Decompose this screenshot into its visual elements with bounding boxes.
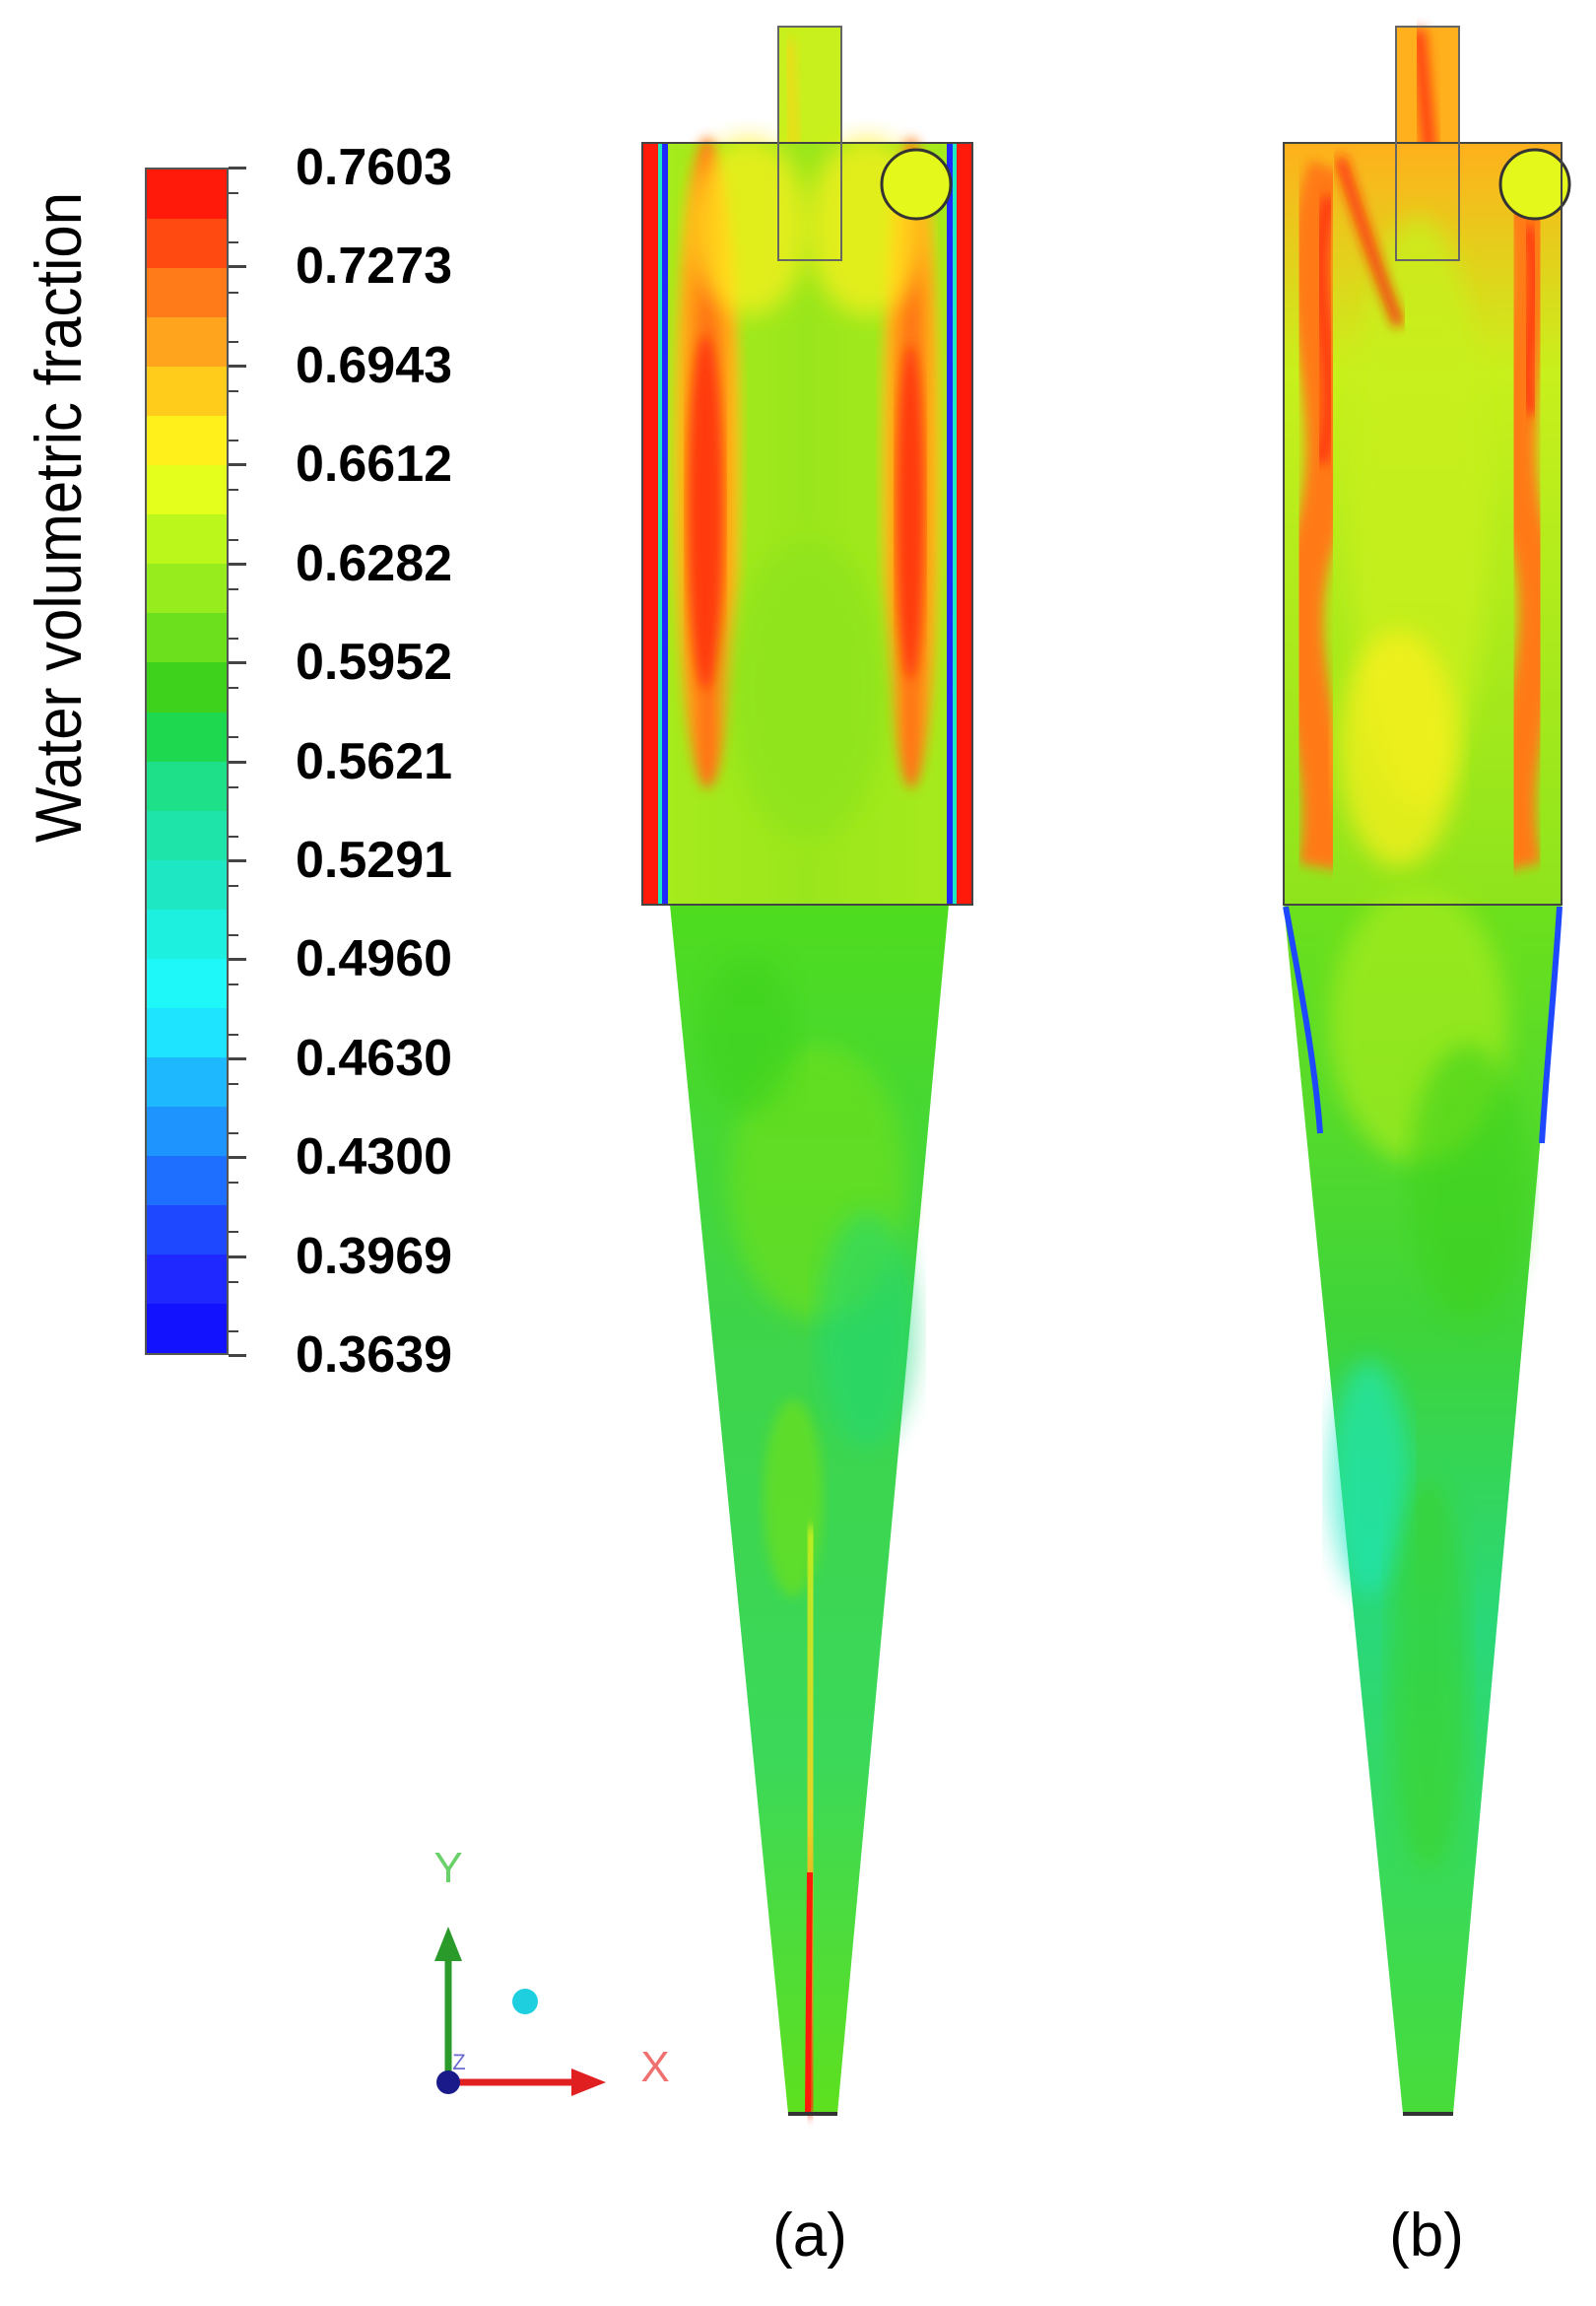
caption-b: (b) [1389,2202,1464,2270]
color-band [147,465,227,515]
z-axis-label: Z [452,2050,465,2074]
color-band [147,1106,227,1156]
scale-minor-tick [229,785,238,788]
scale-tick-label: 0.6943 [296,336,453,394]
color-scale-bar [145,168,229,1355]
color-band [147,416,227,466]
scale-tick-label: 0.5291 [296,831,453,889]
scale-minor-tick [229,389,238,392]
color-band [147,564,227,614]
color-band [147,514,227,565]
scale-minor-tick [229,835,238,838]
z-axis-origin [436,2070,460,2094]
color-band [147,712,227,762]
color-band [147,958,227,1008]
scale-minor-tick [229,340,238,343]
color-band [147,219,227,269]
scale-minor-tick [229,489,238,492]
y-axis-label: Y [433,1844,462,1892]
scale-minor-tick [229,1182,238,1185]
color-band [147,367,227,417]
scale-tick [229,167,246,170]
scale-tick [229,1156,246,1160]
scale-tick [229,1255,246,1258]
scale-tick-label: 0.6282 [296,534,453,592]
panel-b-inlet [1498,148,1571,221]
scale-minor-tick [229,983,238,986]
caption-a: (a) [772,2202,847,2270]
color-band [147,810,227,860]
scale-tick-label: 0.5952 [296,634,453,692]
scale-minor-tick [229,291,238,294]
scale-minor-tick [229,1231,238,1234]
scale-minor-tick [229,1132,238,1135]
scale-tick [229,463,246,467]
x-axis-label: X [640,2043,669,2091]
scale-tick [229,562,246,566]
color-band [147,268,227,318]
scale-tick [229,364,246,368]
panel-a-inlet [880,148,953,221]
scale-tick-label: 0.7603 [296,139,453,196]
color-band [147,761,227,811]
scale-minor-tick [229,587,238,590]
scale-tick-label: 0.4630 [296,1029,453,1087]
scale-tick-label: 0.4960 [296,930,453,988]
panel-b-contour [1280,26,1571,2116]
scale-minor-tick [229,241,238,244]
scale-tick-label: 0.3639 [296,1326,453,1384]
scale-minor-tick [229,192,238,195]
view-center-marker [512,1989,538,2014]
color-band [147,1056,227,1107]
scale-tick [229,661,246,665]
color-band [147,1204,227,1255]
scale-minor-tick [229,440,238,442]
color-band [147,317,227,368]
axis-triad: Y X Z [433,1844,670,2096]
scale-minor-tick [229,1280,238,1283]
scale-tick [229,760,246,764]
scale-minor-tick [229,687,238,690]
scale-minor-tick [229,885,238,888]
scale-minor-tick [229,736,238,739]
scale-tick-label: 0.6612 [296,436,453,494]
scale-tick [229,858,246,862]
scale-minor-tick [229,1329,238,1332]
scale-minor-tick [229,538,238,541]
scale-tick-label: 0.3969 [296,1227,453,1285]
panel-a-contour [641,26,973,2116]
scale-tick [229,1056,246,1060]
color-band [147,170,227,220]
scale-tick [229,265,246,269]
scale-minor-tick [229,637,238,640]
color-band [147,859,227,910]
scale-tick-label: 0.5621 [296,732,453,790]
scale-tick [229,1354,246,1357]
color-band [147,1007,227,1057]
scale-tick [229,958,246,962]
scale-minor-tick [229,1033,238,1036]
color-band [147,662,227,712]
color-band [147,1155,227,1205]
scale-tick-label: 0.4300 [296,1128,453,1187]
color-band [147,909,227,959]
color-band [147,613,227,663]
scale-minor-tick [229,934,238,937]
scale-minor-tick [229,1082,238,1085]
color-band [147,1255,227,1305]
color-band [147,1304,227,1354]
legend-title-text: Water volumetric fraction [22,192,95,843]
legend-title: Water volumetric fraction [20,192,99,843]
scale-tick-label: 0.7273 [296,237,453,296]
